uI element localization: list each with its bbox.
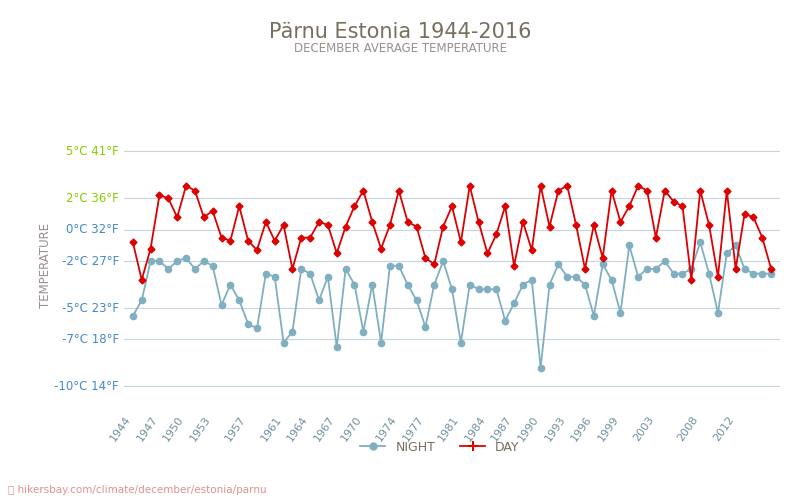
Text: -2°C 27°F: -2°C 27°F bbox=[62, 254, 118, 268]
Line: DAY: DAY bbox=[130, 184, 774, 282]
DAY bbox=[678, 203, 687, 209]
Text: -10°C 14°F: -10°C 14°F bbox=[54, 380, 118, 393]
NIGHT bbox=[341, 266, 350, 272]
Text: 2°C 36°F: 2°C 36°F bbox=[66, 192, 118, 205]
Line: NIGHT: NIGHT bbox=[130, 239, 774, 371]
NIGHT bbox=[447, 286, 457, 292]
NIGHT bbox=[766, 270, 776, 276]
DAY bbox=[695, 188, 705, 194]
NIGHT bbox=[695, 240, 705, 246]
Text: ⦾ hikersbay.com/climate/december/estonia/parnu: ⦾ hikersbay.com/climate/december/estonia… bbox=[8, 485, 266, 495]
Text: DECEMBER AVERAGE TEMPERATURE: DECEMBER AVERAGE TEMPERATURE bbox=[294, 42, 506, 56]
Text: TEMPERATURE: TEMPERATURE bbox=[38, 222, 52, 308]
NIGHT bbox=[128, 313, 138, 319]
DAY bbox=[182, 183, 191, 189]
Text: 0°C 32°F: 0°C 32°F bbox=[66, 223, 118, 236]
Text: -7°C 18°F: -7°C 18°F bbox=[62, 333, 118, 346]
DAY bbox=[722, 188, 732, 194]
Legend: NIGHT, DAY: NIGHT, DAY bbox=[355, 436, 525, 459]
DAY bbox=[465, 183, 474, 189]
DAY bbox=[128, 240, 138, 246]
NIGHT bbox=[686, 266, 696, 272]
NIGHT bbox=[722, 250, 732, 256]
Text: -5°C 23°F: -5°C 23°F bbox=[62, 302, 118, 314]
DAY bbox=[766, 266, 776, 272]
NIGHT bbox=[536, 364, 546, 370]
NIGHT bbox=[669, 270, 678, 276]
Text: Pärnu Estonia 1944-2016: Pärnu Estonia 1944-2016 bbox=[269, 22, 531, 42]
NIGHT bbox=[270, 274, 279, 280]
DAY bbox=[358, 188, 368, 194]
Text: 5°C 41°F: 5°C 41°F bbox=[66, 145, 118, 158]
DAY bbox=[288, 266, 298, 272]
DAY bbox=[137, 277, 146, 283]
